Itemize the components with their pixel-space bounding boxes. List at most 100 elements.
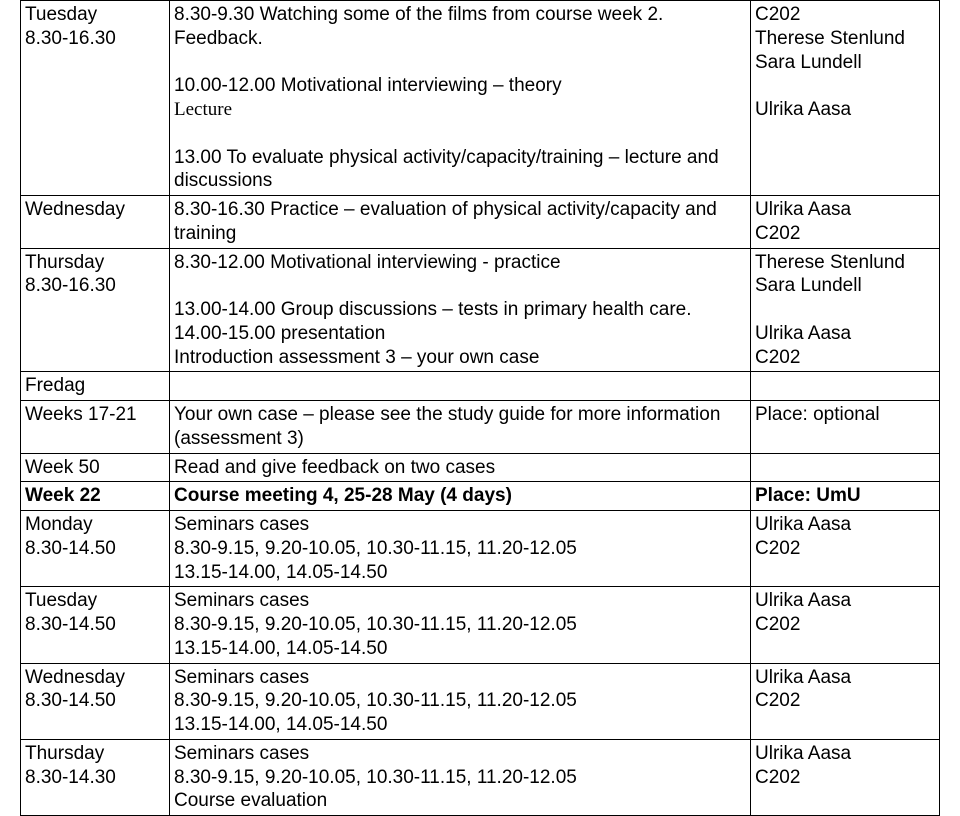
place-people-cell-line: Ulrika Aasa	[755, 98, 935, 122]
place-people-cell-line: Therese Stenlund	[755, 27, 935, 51]
place-people-cell	[751, 372, 940, 401]
activity-cell-line: Introduction assessment 3 – your own cas…	[174, 346, 746, 370]
place-people-cell: Ulrika AasaC202	[751, 196, 940, 249]
place-people-cell-line: Sara Lundell	[755, 274, 935, 298]
place-people-cell: Ulrika AasaC202	[751, 511, 940, 587]
table-row: Week 50 Read and give feedback on two cas…	[21, 453, 940, 482]
place-people-cell-line: C202	[755, 346, 935, 370]
place-people-cell	[751, 453, 940, 482]
place-people-cell-line: Ulrika Aasa	[755, 589, 935, 613]
place-people-cell: Ulrika AasaC202	[751, 663, 940, 739]
place-people-cell-line: C202	[755, 689, 935, 713]
activity-cell: Read and give feedback on two cases	[170, 453, 751, 482]
activity-cell: Course meeting 4, 25-28 May (4 days)	[170, 482, 751, 511]
place-people-cell: C202Therese StenlundSara Lundell Ulrika A…	[751, 1, 940, 196]
day-time-cell: Fredag	[21, 372, 170, 401]
place-people-cell: Ulrika AasaC202	[751, 739, 940, 815]
activity-cell-line: Feedback.	[174, 27, 746, 51]
place-people-cell: Therese StenlundSara Lundell Ulrika AasaC…	[751, 248, 940, 372]
activity-cell	[170, 372, 751, 401]
activity-cell-line: 8.30-9.15, 9.20-10.05, 10.30-11.15, 11.2…	[174, 537, 746, 561]
day-time-cell-line: 8.30-14.50	[25, 689, 165, 713]
day-time-cell: Thursday8.30-16.30	[21, 248, 170, 372]
activity-cell-line: 14.00-15.00 presentation	[174, 322, 746, 346]
activity-cell-line: 13.00 To evaluate physical activity/capa…	[174, 146, 746, 194]
place-people-cell-line: C202	[755, 766, 935, 790]
day-time-cell-line: Thursday	[25, 251, 165, 275]
activity-cell: 8.30-9.30 Watching some of the films fro…	[170, 1, 751, 196]
day-time-cell-line: Tuesday	[25, 3, 165, 27]
table-row: Fredag	[21, 372, 940, 401]
table-row: Weeks 17-21Your own case – please see th…	[21, 401, 940, 454]
activity-cell-line: 8.30-16.30 Practice – evaluation of phys…	[174, 198, 746, 246]
table-row: Thursday8.30-14.30Seminars cases8.30-9.1…	[21, 739, 940, 815]
day-time-cell: Monday8.30-14.50	[21, 511, 170, 587]
day-time-cell: Wednesday8.30-14.50	[21, 663, 170, 739]
day-time-cell: Tuesday8.30-14.50	[21, 587, 170, 663]
day-time-cell: Weeks 17-21	[21, 401, 170, 454]
activity-cell: Seminars cases8.30-9.15, 9.20-10.05, 10.…	[170, 587, 751, 663]
day-time-cell-line: 8.30-16.30	[25, 274, 165, 298]
place-people-cell-line: Ulrika Aasa	[755, 322, 935, 346]
table-row: Tuesday8.30-16.308.30-9.30 Watching some…	[21, 1, 940, 196]
day-time-cell-line: 8.30-14.30	[25, 766, 165, 790]
activity-cell-line: 13.15-14.00, 14.05-14.50	[174, 713, 746, 737]
activity-cell: 8.30-16.30 Practice – evaluation of phys…	[170, 196, 751, 249]
activity-cell-line: Lecture	[174, 98, 746, 122]
place-people-cell-line: C202	[755, 3, 935, 27]
activity-cell: 8.30-12.00 Motivational interviewing - p…	[170, 248, 751, 372]
activity-cell-line: 8.30-9.15, 9.20-10.05, 10.30-11.15, 11.2…	[174, 766, 746, 790]
day-time-cell-line: Monday	[25, 513, 165, 537]
place-people-cell-line: Place: UmU	[755, 484, 935, 508]
place-people-cell: Place: UmU	[751, 482, 940, 511]
activity-cell-line: Seminars cases	[174, 513, 746, 537]
activity-cell-line: Course meeting 4, 25-28 May (4 days)	[174, 484, 746, 508]
place-people-cell-line: Ulrika Aasa	[755, 666, 935, 690]
schedule-table: Tuesday8.30-16.308.30-9.30 Watching some…	[20, 0, 940, 816]
day-time-cell-line: 8.30-14.50	[25, 613, 165, 637]
place-people-cell: Place: optional	[751, 401, 940, 454]
activity-cell-line: Seminars cases	[174, 742, 746, 766]
day-time-cell-line: Wednesday	[25, 198, 165, 222]
place-people-cell-line: C202	[755, 613, 935, 637]
day-time-cell-line: Wednesday	[25, 666, 165, 690]
day-time-cell-line: 8.30-16.30	[25, 27, 165, 51]
table-row: Week 22Course meeting 4, 25-28 May (4 da…	[21, 482, 940, 511]
place-people-cell: Ulrika AasaC202	[751, 587, 940, 663]
activity-cell: Seminars cases8.30-9.15, 9.20-10.05, 10.…	[170, 739, 751, 815]
activity-cell-line: Course evaluation	[174, 789, 746, 813]
activity-cell-line: 13.15-14.00, 14.05-14.50	[174, 637, 746, 661]
activity-cell-line: Your own case – please see the study gui…	[174, 403, 746, 451]
day-time-cell: Tuesday8.30-16.30	[21, 1, 170, 196]
activity-cell-line: 8.30-12.00 Motivational interviewing - p…	[174, 251, 746, 275]
place-people-cell-line: Ulrika Aasa	[755, 742, 935, 766]
place-people-cell-line: Therese Stenlund	[755, 251, 935, 275]
day-time-cell: Thursday8.30-14.30	[21, 739, 170, 815]
table-row: Monday8.30-14.50Seminars cases8.30-9.15,…	[21, 511, 940, 587]
place-people-cell-line: C202	[755, 537, 935, 561]
place-people-cell-line: Place: optional	[755, 403, 935, 427]
activity-cell-line: Read and give feedback on two cases	[174, 456, 746, 480]
activity-cell-line: Seminars cases	[174, 589, 746, 613]
table-row: Wednesday8.30-14.50Seminars cases8.30-9.…	[21, 663, 940, 739]
day-time-cell-line: 8.30-14.50	[25, 537, 165, 561]
day-time-cell: Week 22	[21, 482, 170, 511]
day-time-cell-line: Tuesday	[25, 589, 165, 613]
table-row: Wednesday 8.30-16.30 Practice – evaluatio…	[21, 196, 940, 249]
activity-cell-line: 13.00-14.00 Group discussions – tests in…	[174, 298, 746, 322]
activity-cell-line: 8.30-9.15, 9.20-10.05, 10.30-11.15, 11.2…	[174, 689, 746, 713]
place-people-cell-line: C202	[755, 222, 935, 246]
activity-cell: Your own case – please see the study gui…	[170, 401, 751, 454]
table-row: Thursday8.30-16.308.30-12.00 Motivationa…	[21, 248, 940, 372]
activity-cell-line: 8.30-9.30 Watching some of the films fro…	[174, 3, 746, 27]
activity-cell-line: Seminars cases	[174, 666, 746, 690]
place-people-cell-line: Sara Lundell	[755, 51, 935, 75]
activity-cell: Seminars cases8.30-9.15, 9.20-10.05, 10.…	[170, 511, 751, 587]
activity-cell-line: 10.00-12.00 Motivational interviewing – …	[174, 74, 746, 98]
day-time-cell-line: Week 50	[25, 456, 165, 480]
activity-cell-line: 13.15-14.00, 14.05-14.50	[174, 561, 746, 585]
place-people-cell-line: Ulrika Aasa	[755, 198, 935, 222]
day-time-cell-line: Thursday	[25, 742, 165, 766]
day-time-cell-line: Fredag	[25, 374, 165, 398]
place-people-cell-line: Ulrika Aasa	[755, 513, 935, 537]
